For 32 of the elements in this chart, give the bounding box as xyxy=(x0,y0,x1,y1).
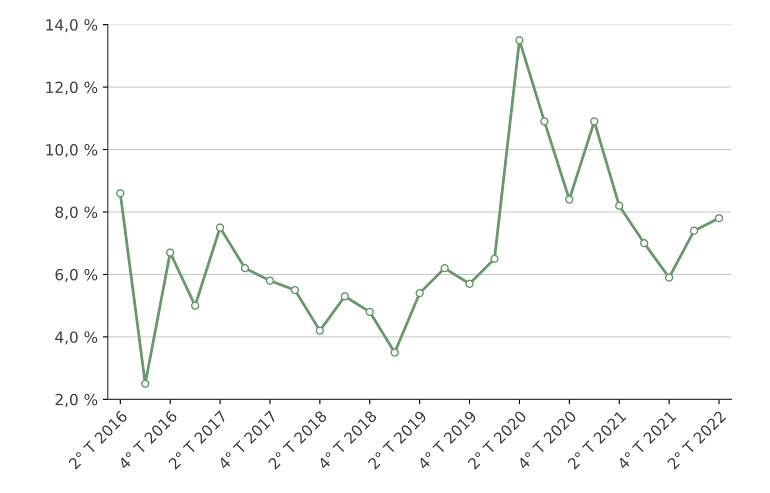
point xyxy=(216,223,224,232)
point xyxy=(490,254,499,263)
point xyxy=(190,301,200,310)
point xyxy=(266,276,274,285)
point xyxy=(240,264,250,272)
point xyxy=(366,308,374,316)
y-tick-label: 6,0 % xyxy=(55,268,98,282)
point xyxy=(290,286,300,294)
point xyxy=(640,239,648,248)
point xyxy=(515,36,524,44)
y-tick-label: 14,0 % xyxy=(46,19,98,32)
point xyxy=(415,289,424,298)
point xyxy=(116,189,124,198)
y-tick-label: 10,0 % xyxy=(46,144,98,158)
point xyxy=(714,214,724,222)
point xyxy=(340,292,349,300)
point xyxy=(690,226,698,235)
y-tick-label: 2,0 % xyxy=(56,394,98,407)
point xyxy=(615,202,624,210)
y-tick-label: 12,0 % xyxy=(46,82,98,95)
point xyxy=(390,348,399,357)
point xyxy=(440,264,449,272)
point xyxy=(540,117,549,126)
y-tick-label: 8,0 % xyxy=(55,206,98,220)
point xyxy=(465,280,474,288)
point xyxy=(565,195,574,204)
y-tick-label: 4,0 % xyxy=(55,331,98,344)
point xyxy=(141,380,150,388)
point xyxy=(590,117,598,126)
point xyxy=(166,248,174,257)
point xyxy=(664,273,674,282)
point xyxy=(316,326,324,335)
